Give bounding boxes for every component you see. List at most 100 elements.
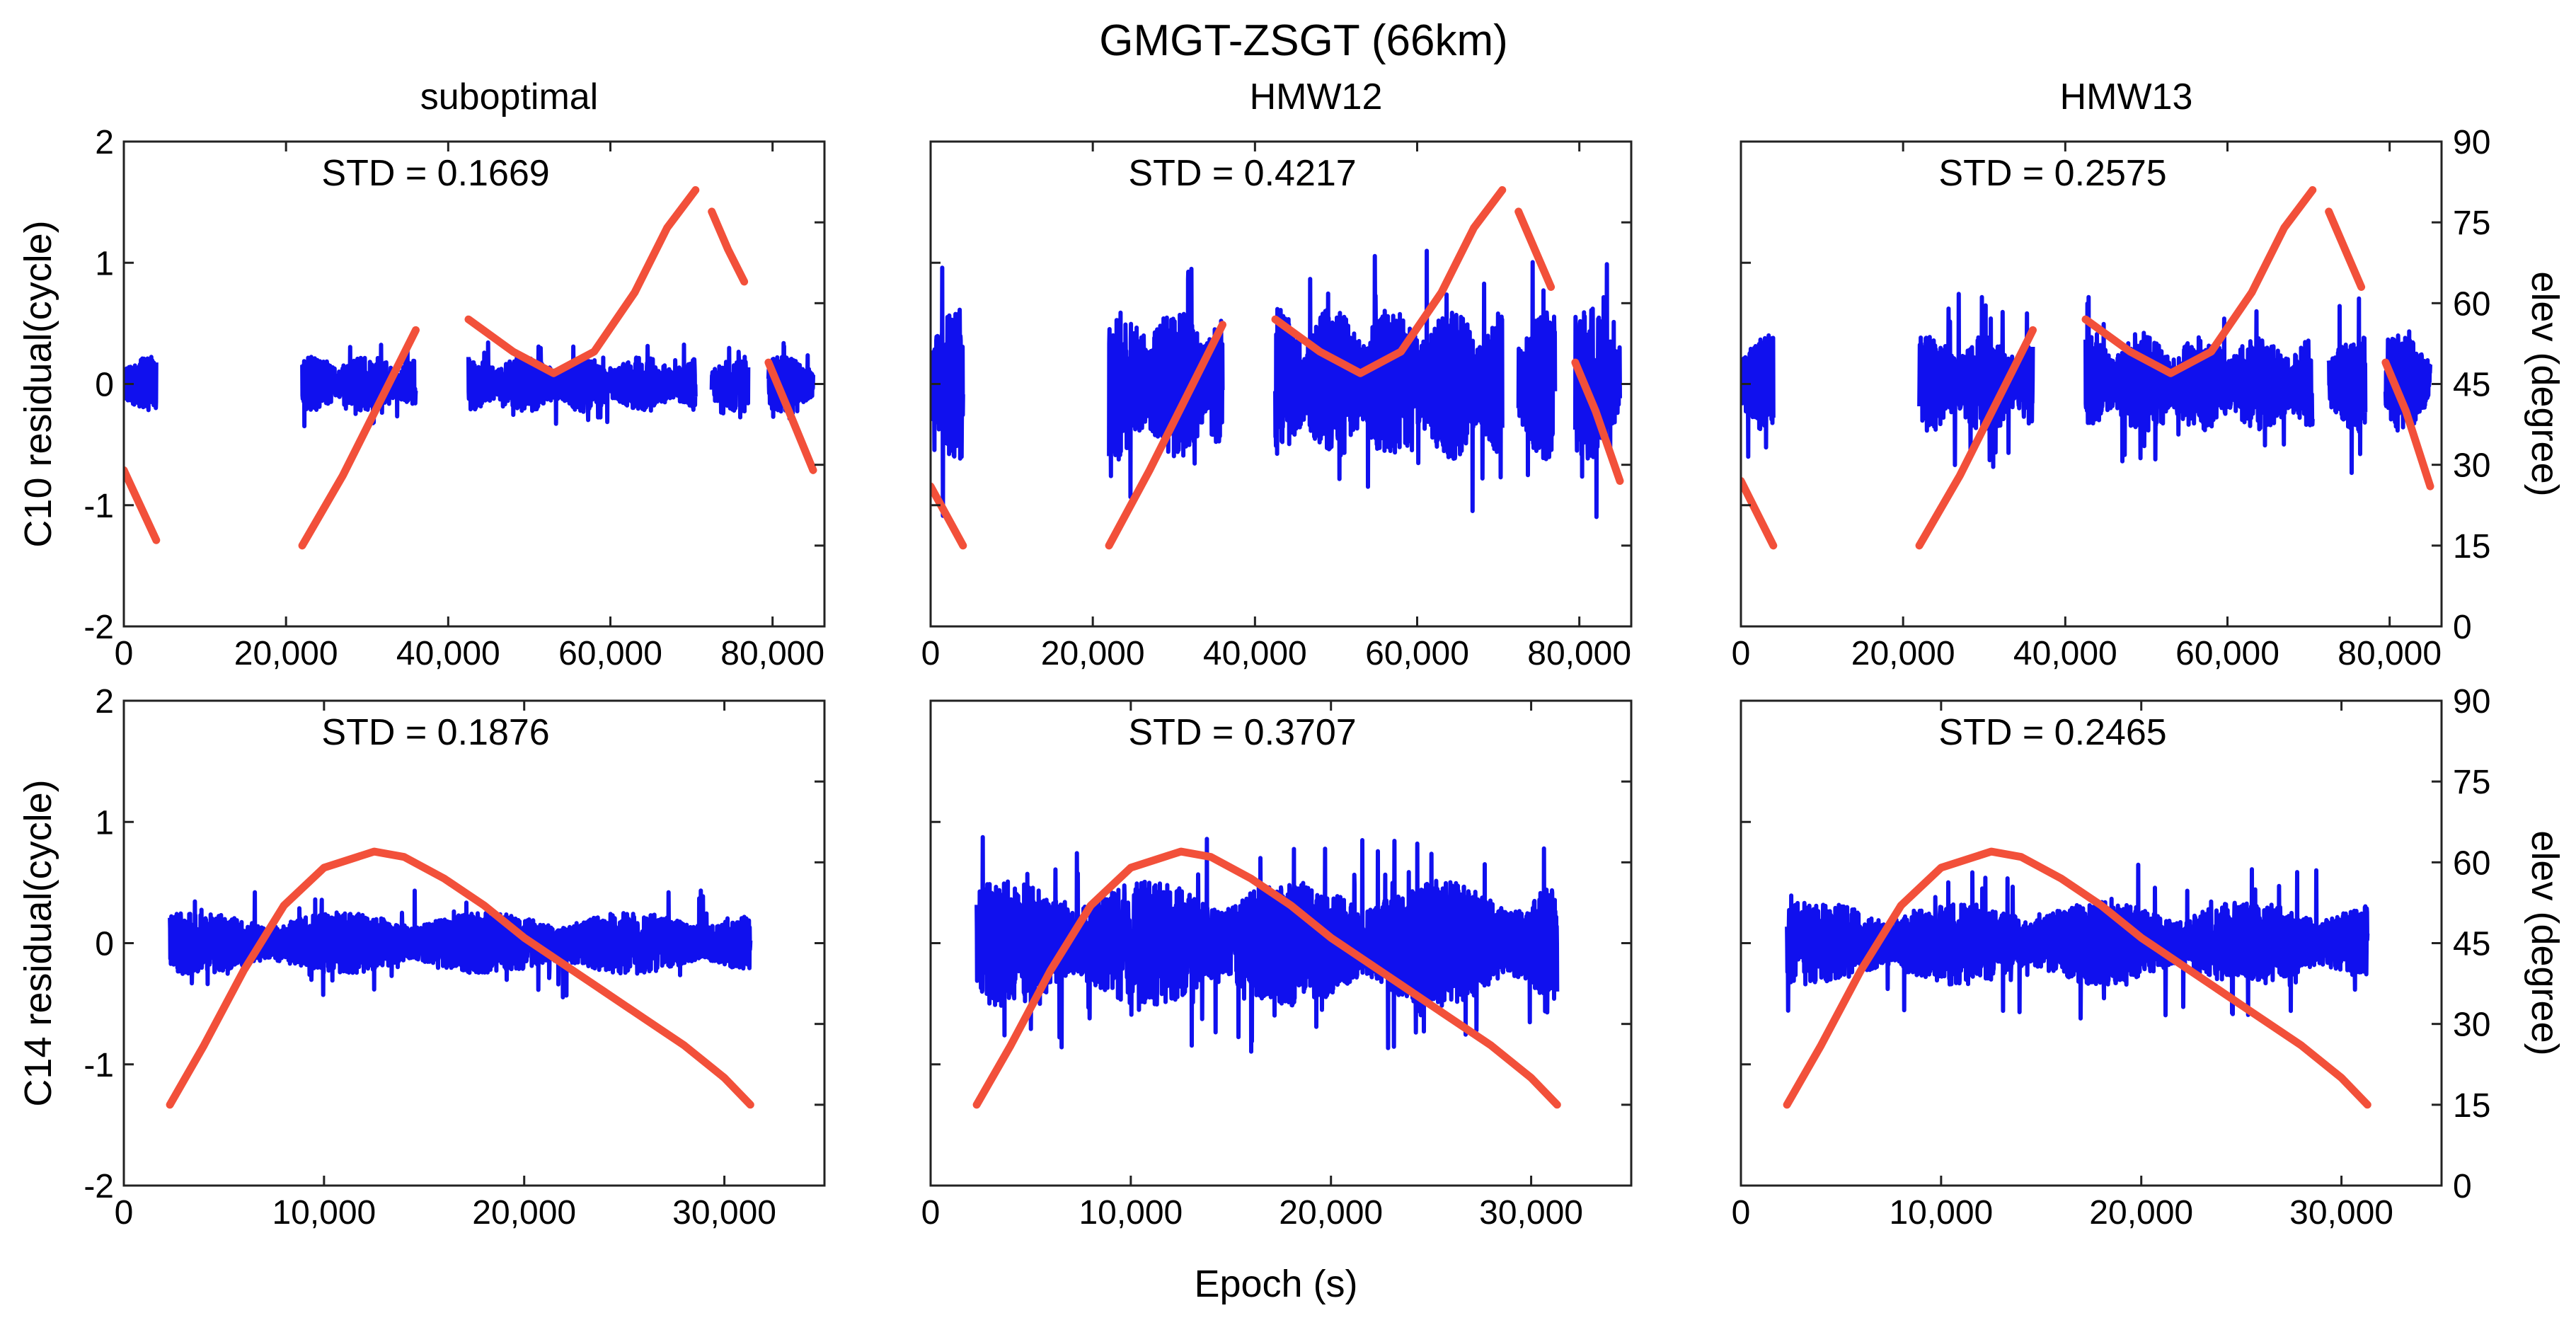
std-label: STD = 0.2575	[1938, 153, 2166, 194]
residual-segment	[974, 834, 1560, 1054]
column-title: suboptimal	[420, 76, 598, 117]
panels: 0 20,000 40,000 60,000 80,000 -2 -1 0 1 2 STD = 0.…	[17, 76, 2566, 1232]
elevation-curve	[931, 482, 967, 550]
elevation-curve	[464, 186, 700, 377]
y2-tick-label: 30	[2453, 1006, 2490, 1044]
x-tick-label: 30,000	[672, 1194, 776, 1232]
elevation-curve	[1271, 186, 1507, 377]
elevation-curve	[2325, 207, 2366, 291]
x-tick-label: 20,000	[472, 1194, 576, 1232]
elevation-curve	[2381, 358, 2434, 491]
y2-tick-label: 75	[2453, 764, 2490, 801]
std-label: STD = 0.1876	[321, 712, 549, 753]
residual-segment	[2383, 329, 2432, 433]
std-label: STD = 0.1669	[321, 153, 549, 194]
residual-segment	[124, 355, 159, 413]
plot-area	[124, 186, 817, 550]
x-tick-label: 80,000	[2338, 635, 2442, 672]
x-tick-label: 0	[115, 1194, 134, 1232]
x-tick-label: 10,000	[272, 1194, 376, 1232]
y2-tick-label: 60	[2453, 844, 2490, 882]
x-tick-label: 20,000	[1279, 1194, 1383, 1232]
x-tick-label: 20,000	[234, 635, 338, 672]
plot-area	[1783, 847, 2371, 1109]
y2-tick-label: 60	[2453, 285, 2490, 323]
x-tick-label: 30,000	[1479, 1194, 1583, 1232]
x-tick-label: 60,000	[1365, 635, 1469, 672]
elevation-curve	[1105, 321, 1226, 550]
residual-segment	[1107, 266, 1225, 500]
elevation-curve	[764, 358, 817, 474]
y2-tick-label: 15	[2453, 1087, 2490, 1125]
elevation-curve	[166, 847, 754, 1109]
elevation-curve	[1514, 207, 1556, 291]
y-axis-label: C10 residual(cycle)	[17, 220, 59, 547]
y-tick-label: 2	[95, 683, 114, 721]
y2-tick-label: 90	[2453, 683, 2490, 721]
panel-c10-suboptimal: 0 20,000 40,000 60,000 80,000 -2 -1 0 1 2 STD = 0.…	[17, 76, 826, 672]
elevation-curve	[972, 847, 1561, 1109]
x-tick-label: 20,000	[2089, 1194, 2193, 1232]
y2-tick-label: 45	[2453, 926, 2490, 963]
panel-c10-hmw13: 0 20,000 40,000 60,000 80,000 0 15 30 45 60 75 90 ST…	[1732, 76, 2566, 672]
x-tick-label: 0	[1732, 1194, 1751, 1232]
x-tick-label: 30,000	[2289, 1194, 2393, 1232]
y-tick-label: 1	[95, 245, 114, 282]
elevation-curve	[1741, 477, 1778, 550]
residual-segment	[931, 265, 965, 518]
residual-segment	[709, 345, 751, 420]
elevation-curve	[124, 466, 161, 544]
plot-area	[166, 847, 754, 1109]
std-label: STD = 0.4217	[1128, 153, 1356, 194]
panel-c14-suboptimal: 0 10,000 20,000 30,000 -2 -1 0 1 2 STD = 0.1876 C1…	[17, 683, 826, 1232]
figure-title: GMGT-ZSGT (66km)	[1099, 16, 1508, 65]
y2-tick-label: 90	[2453, 124, 2490, 161]
y-tick-label: -1	[84, 1047, 114, 1084]
y-tick-label: 0	[95, 926, 114, 963]
elevation-curve	[1571, 358, 1624, 485]
x-tick-label: 80,000	[720, 635, 824, 672]
plot-area	[931, 186, 1624, 550]
residual-segment	[1572, 262, 1622, 520]
y-tick-label: -1	[84, 488, 114, 525]
y-axis-label: C14 residual(cycle)	[17, 779, 59, 1106]
x-tick-label: 0	[921, 1194, 941, 1232]
residual-segment	[300, 343, 418, 429]
std-label: STD = 0.2465	[1938, 712, 2166, 753]
x-axis-label: Epoch (s)	[1194, 1263, 1357, 1305]
elevation-curve	[708, 207, 749, 286]
x-tick-label: 10,000	[1079, 1194, 1183, 1232]
panel-c14-hmw12: 0 10,000 20,000 30,000 STD = 0.3707	[921, 699, 1633, 1232]
y2-axis-label: elev (degree)	[2524, 830, 2566, 1055]
x-tick-label: 0	[115, 635, 134, 672]
residual-segment	[2083, 294, 2315, 464]
residual-segment	[1516, 260, 1558, 478]
residual-segment	[2326, 296, 2368, 476]
x-tick-label: 60,000	[558, 635, 662, 672]
y2-tick-label: 0	[2453, 609, 2472, 646]
y2-tick-label: 0	[2453, 1168, 2472, 1205]
elevation-curve	[2081, 186, 2317, 377]
x-tick-label: 60,000	[2175, 635, 2279, 672]
x-tick-label: 20,000	[1851, 635, 1955, 672]
x-tick-label: 10,000	[1889, 1194, 1993, 1232]
y-tick-label: -2	[84, 609, 114, 646]
y2-tick-label: 45	[2453, 367, 2490, 404]
plot-area	[1741, 186, 2434, 550]
x-tick-label: 40,000	[396, 635, 500, 672]
column-title: HMW12	[1250, 76, 1383, 117]
x-tick-label: 20,000	[1041, 635, 1145, 672]
elevation-curve	[298, 326, 420, 550]
elevation-curve	[1783, 847, 2371, 1109]
x-tick-label: 0	[1732, 635, 1751, 672]
y-tick-label: -2	[84, 1168, 114, 1205]
y2-tick-label: 15	[2453, 528, 2490, 566]
y2-tick-label: 30	[2453, 447, 2490, 485]
panel-c10-hmw12: 0 20,000 40,000 60,000 80,000 STD = 0.4217 HMW…	[921, 76, 1633, 672]
x-tick-label: 40,000	[1203, 635, 1307, 672]
x-tick-label: 40,000	[2013, 635, 2117, 672]
plot-area	[972, 834, 1561, 1109]
column-title: HMW13	[2060, 76, 2193, 117]
panel-c14-hmw13: 0 10,000 20,000 30,000 0 15 30 45 60 75 90 STD = 0.…	[1732, 683, 2566, 1232]
